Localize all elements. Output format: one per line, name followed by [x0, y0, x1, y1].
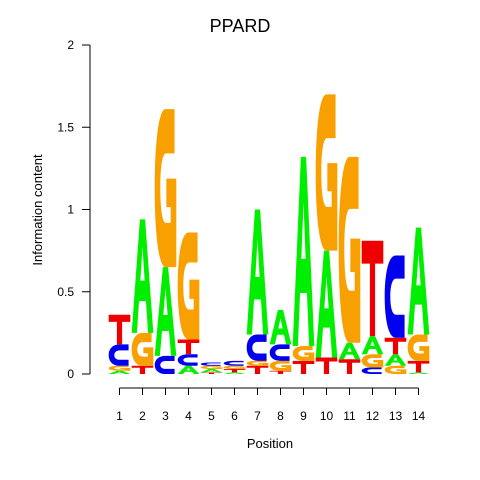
logo-letter-t-pos-10	[315, 357, 338, 374]
logo-letter-a-pos-1	[108, 370, 131, 374]
logo-letter-g-pos-7	[246, 360, 269, 366]
logo-letter-a-pos-4	[177, 365, 200, 374]
logo-letter-g-pos-12	[361, 354, 384, 368]
logo-letter-a-pos-5	[200, 369, 223, 373]
logo-letter-a-pos-6	[223, 372, 246, 374]
x-tick-label: 12	[366, 409, 380, 423]
logo-letters	[108, 94, 430, 374]
logo-letter-c-pos-8	[269, 344, 290, 361]
logo-letter-g-pos-5	[200, 365, 223, 370]
logo-letter-t-pos-5	[200, 372, 223, 374]
logo-letter-t-pos-13	[384, 337, 407, 355]
logo-letter-g-pos-13	[384, 365, 407, 374]
logo-letter-c-pos-13	[384, 255, 405, 338]
logo-letter-a-pos-2	[131, 219, 154, 333]
logo-letter-g-pos-14	[407, 334, 430, 361]
y-tick-label: 0	[67, 367, 74, 381]
y-axis-label: Information content	[30, 154, 45, 266]
x-tick-label: 5	[208, 409, 215, 423]
logo-letter-a-pos-3	[154, 267, 177, 356]
logo-letter-a-pos-14	[407, 227, 430, 335]
chart-title: PPARD	[210, 16, 271, 36]
y-tick-label: 1	[67, 203, 74, 217]
logo-letter-t-pos-2	[131, 365, 154, 374]
logo-letter-c-pos-7	[246, 334, 267, 361]
logo-letter-a-pos-14	[407, 372, 430, 374]
logo-letter-c-pos-3	[154, 355, 175, 374]
logo-letter-g-pos-4	[177, 232, 200, 340]
logo-letter-t-pos-11	[338, 359, 361, 374]
x-tick-label: 1	[116, 409, 123, 423]
logo-letter-a-pos-11	[338, 342, 361, 360]
x-tick-label: 14	[412, 409, 426, 423]
logo-letter-t-pos-4	[177, 339, 200, 355]
x-tick-label: 8	[277, 409, 284, 423]
logo-letter-g-pos-1	[108, 365, 131, 371]
logo-letter-c-pos-6	[223, 360, 244, 366]
logo-letter-g-pos-10	[315, 94, 338, 251]
logo-letter-a-pos-10	[315, 250, 338, 358]
x-tick-label: 11	[343, 409, 356, 423]
x-tick-label: 2	[139, 409, 146, 423]
logo-letter-a-pos-8	[269, 309, 292, 345]
logo-letter-g-pos-8	[269, 360, 292, 371]
logo-letter-g-pos-3	[154, 109, 177, 268]
x-axis-label: Position	[247, 436, 293, 451]
logo-letter-t-pos-6	[223, 369, 246, 373]
x-tick-label: 9	[300, 409, 307, 423]
x-tick-label: 7	[254, 409, 261, 423]
logo-letter-t-pos-9	[292, 360, 315, 374]
y-tick-label: 0.5	[57, 285, 74, 299]
logo-letter-a-pos-12	[361, 336, 384, 355]
logo-letter-c-pos-12	[361, 367, 382, 374]
y-tick-label: 1.5	[57, 120, 74, 134]
logo-letter-c-pos-1	[108, 344, 129, 366]
y-axis: 0 0.5 1 1.5 2	[57, 38, 91, 381]
x-tick-label: 13	[389, 409, 403, 423]
logo-letter-c-pos-5	[200, 362, 221, 366]
logo-letter-g-pos-6	[223, 365, 246, 370]
x-axis: 1 2 3 4 5 6 7 8 9 10 11 12 13 14	[116, 387, 426, 423]
logo-letter-g-pos-9	[292, 346, 315, 361]
logo-letter-t-pos-7	[246, 365, 269, 374]
logo-letter-t-pos-8	[269, 370, 292, 374]
logo-letter-a-pos-9	[292, 156, 315, 347]
logo-letter-t-pos-12	[361, 240, 384, 337]
x-tick-label: 4	[185, 409, 192, 423]
x-tick-label: 10	[320, 409, 334, 423]
x-tick-label: 3	[162, 409, 169, 423]
logo-letter-t-pos-1	[108, 314, 131, 345]
y-tick-label: 2	[67, 38, 74, 52]
logo-letter-g-pos-2	[131, 332, 154, 366]
logo-letter-a-pos-7	[246, 209, 269, 335]
logo-letter-c-pos-4	[177, 354, 198, 366]
logo-letter-t-pos-14	[407, 360, 430, 373]
x-tick-label: 6	[231, 409, 238, 423]
logo-letter-g-pos-11	[338, 156, 361, 343]
logo-letter-a-pos-13	[384, 354, 407, 366]
